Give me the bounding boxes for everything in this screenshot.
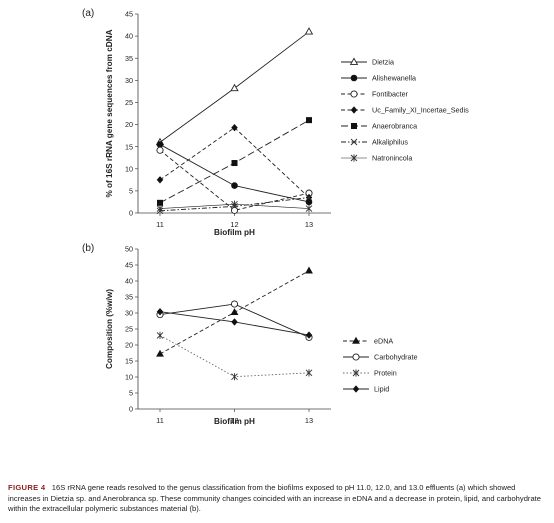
legend-swatch-marker xyxy=(350,74,358,82)
legend-label: Uc_Family_XI_Incertae_Sedis xyxy=(372,106,469,115)
legend-swatch-marker xyxy=(351,123,357,129)
x-axis-label: Biofilm pH xyxy=(214,228,255,237)
data-point xyxy=(306,117,312,124)
y-tick-label: 5 xyxy=(129,186,133,195)
legend-label: Natronincola xyxy=(372,154,412,163)
y-tick-label: 25 xyxy=(125,325,133,334)
data-point xyxy=(305,369,313,377)
data-point xyxy=(231,373,238,381)
panel-label: (b) xyxy=(82,243,94,254)
y-tick-label: 40 xyxy=(125,32,133,41)
data-point xyxy=(305,204,313,213)
legend-label: Dietzia xyxy=(372,58,394,67)
y-axis-label: Composition (%w/w) xyxy=(105,289,114,369)
data-point xyxy=(156,307,164,316)
y-tick-label: 10 xyxy=(125,373,133,382)
data-point xyxy=(156,204,164,213)
legend-label: eDNA xyxy=(374,337,393,346)
y-tick-label: 0 xyxy=(129,209,133,218)
data-point xyxy=(230,308,239,316)
data-point xyxy=(231,200,238,208)
y-tick-label: 50 xyxy=(125,245,133,254)
series-anaerobranca: Anaerobranca xyxy=(157,117,417,206)
x-tick-label: 11 xyxy=(156,416,164,425)
legend-label: Carbohydrate xyxy=(374,353,418,362)
series-lipid: Lipid xyxy=(156,307,389,394)
data-point xyxy=(156,349,164,357)
series-natronincola: Natronincola xyxy=(156,154,412,213)
y-tick-label: 30 xyxy=(125,309,133,318)
series-dietzia: Dietzia xyxy=(155,27,394,146)
y-tick-label: 20 xyxy=(125,341,133,350)
data-point xyxy=(156,331,164,339)
x-tick-label: 12 xyxy=(230,220,238,229)
y-tick-label: 35 xyxy=(125,54,133,63)
data-point xyxy=(305,266,313,274)
data-point xyxy=(231,318,238,326)
legend-label: Fontibacter xyxy=(372,90,409,99)
y-tick-label: 5 xyxy=(129,389,133,398)
series-uc-family-xi-incertae-sedis: Uc_Family_XI_Incertae_Sedis xyxy=(156,106,469,202)
y-tick-label: 25 xyxy=(125,98,133,107)
series-line xyxy=(159,149,310,211)
x-axis-label: Biofilm pH xyxy=(214,417,255,426)
caption-text: 16S rRNA gene reads resolved to the genu… xyxy=(8,483,541,513)
legend-label: Anaerobranca xyxy=(372,122,417,131)
series-fontibacter: Fontibacter xyxy=(156,90,409,214)
series-alkaliphilus: Alkaliphilus xyxy=(156,138,408,215)
data-point xyxy=(157,199,163,206)
y-tick-label: 20 xyxy=(125,120,133,129)
chart-panel-b: (b) 0 5 10 15 20 25 30 35 40 45 50 11 12 13 Biofilm pH C… xyxy=(82,243,418,426)
y-tick-label: 45 xyxy=(125,261,133,270)
y-tick-label: 10 xyxy=(125,164,133,173)
y-tick-label: 15 xyxy=(125,142,133,151)
data-point xyxy=(156,176,164,184)
y-tick-label: 0 xyxy=(129,405,133,414)
legend-label: Protein xyxy=(374,369,397,378)
figure-canvas: (a) 0 5 10 15 20 25 30 35 40 45 11 12 13 Biofilm pH % o… xyxy=(82,8,469,426)
legend-swatch-marker xyxy=(352,353,360,361)
legend-swatch-marker xyxy=(350,106,358,114)
legend-swatch-marker xyxy=(352,369,360,377)
series-line xyxy=(159,127,310,198)
series-line xyxy=(159,335,310,378)
data-point xyxy=(231,123,238,132)
legend-label: Alkaliphilus xyxy=(372,138,408,147)
panel-label: (a) xyxy=(82,8,94,19)
legend-swatch-marker xyxy=(349,57,359,65)
series-protein: Protein xyxy=(156,331,397,381)
y-tick-label: 15 xyxy=(125,357,133,366)
legend-swatch-marker xyxy=(352,385,360,393)
y-tick-label: 45 xyxy=(125,10,133,19)
data-point xyxy=(304,27,314,35)
data-point xyxy=(231,182,238,189)
series-edna: eDNA xyxy=(156,266,393,357)
legend-swatch-marker xyxy=(350,138,358,146)
data-point xyxy=(305,331,313,339)
y-axis-label: % of 16S rRNA gene sequences from cDNA xyxy=(105,29,114,197)
chart-panel-a: (a) 0 5 10 15 20 25 30 35 40 45 11 12 13 Biofilm pH % o… xyxy=(82,8,469,237)
x-tick-label: 13 xyxy=(305,416,313,425)
data-point xyxy=(156,146,164,154)
x-tick-label: 11 xyxy=(156,220,164,229)
legend-swatch-marker xyxy=(350,90,358,98)
data-point xyxy=(156,141,164,148)
legend-swatch-marker xyxy=(352,336,360,344)
legend-swatch-marker xyxy=(350,154,358,162)
y-tick-label: 40 xyxy=(125,277,133,286)
legend-label: Alishewanella xyxy=(372,74,416,83)
caption-label: FIGURE 4 xyxy=(8,483,46,492)
x-tick-label: 13 xyxy=(305,220,313,229)
data-point xyxy=(231,160,238,167)
series-line xyxy=(159,144,310,203)
y-tick-label: 30 xyxy=(125,76,133,85)
x-tick-label: 12 xyxy=(230,416,238,425)
legend-label: Lipid xyxy=(374,385,389,394)
data-point xyxy=(230,300,239,308)
data-point xyxy=(230,83,239,92)
data-point xyxy=(305,194,313,201)
y-tick-label: 35 xyxy=(125,293,133,302)
figure-caption: FIGURE 4 16S rRNA gene reads resolved to… xyxy=(8,483,548,515)
